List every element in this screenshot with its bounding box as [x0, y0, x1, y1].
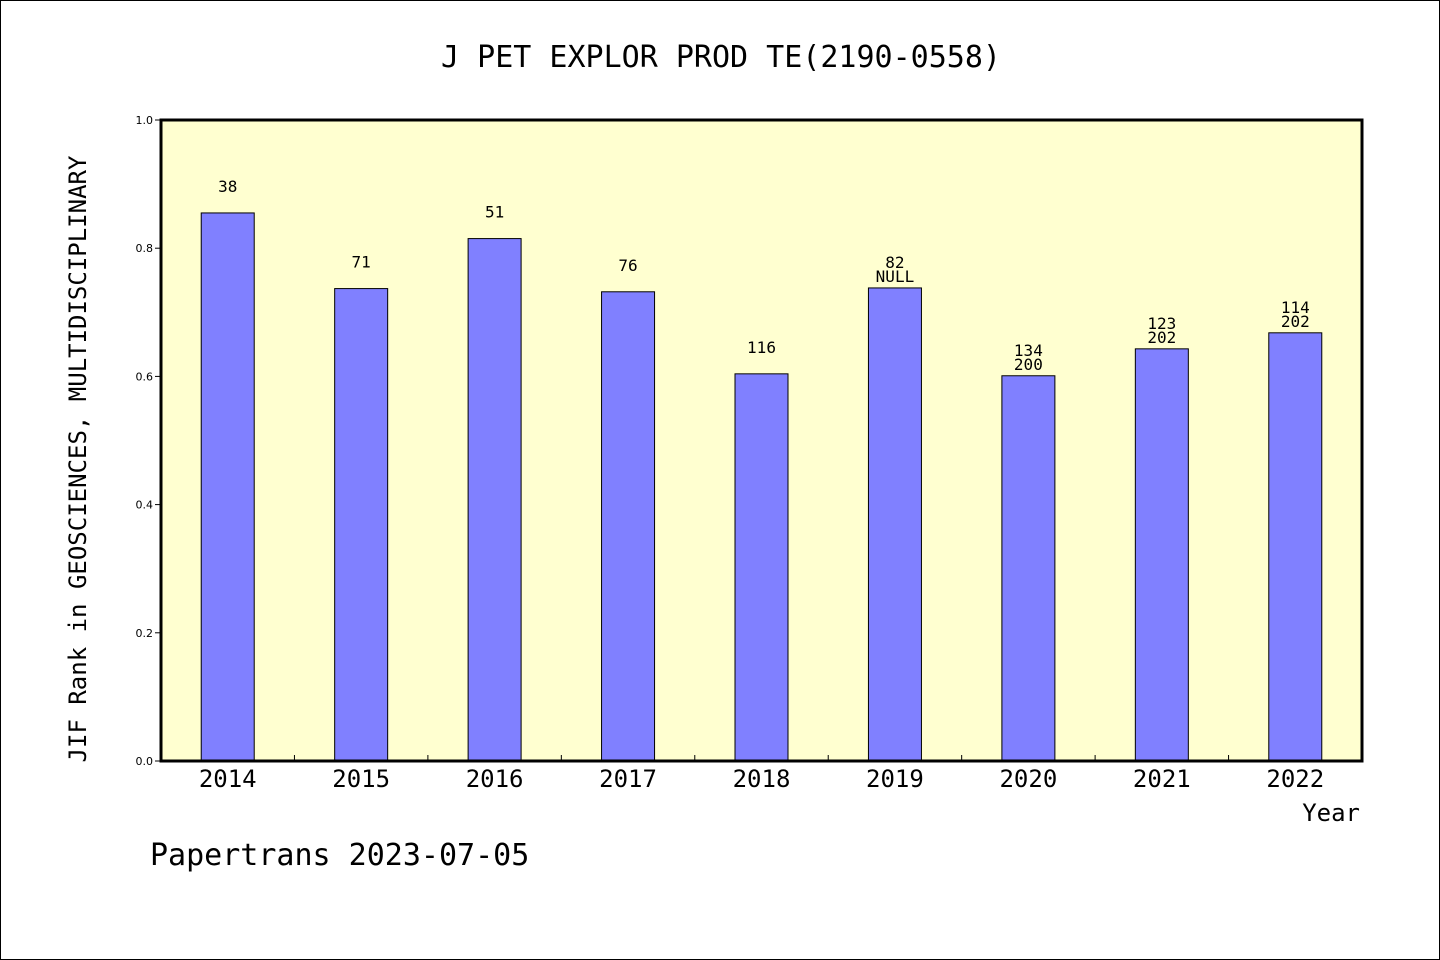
bars [200, 212, 1323, 762]
bar-value-label: 200 [1014, 355, 1043, 374]
y-tick-label: 0.6 [136, 370, 154, 383]
x-axis-title: Year [1302, 799, 1360, 827]
x-tick-label: 2019 [866, 765, 924, 793]
bar-value-label: 82 [885, 253, 904, 272]
footer-source: Papertrans 2023-07-05 [150, 838, 529, 873]
bar-2017 [601, 291, 656, 762]
chart-title: J PET EXPLOR PROD TE(2190-0558) [441, 40, 1001, 75]
y-tick-label: 1.0 [136, 114, 154, 127]
bar-value-label: 38 [218, 177, 237, 196]
y-tick-label: 0.8 [136, 242, 154, 255]
y-tick-label: 0.2 [136, 627, 154, 640]
x-tick-label: 2020 [999, 765, 1057, 793]
bar-value-label: 123 [1147, 314, 1176, 333]
bar-2015 [334, 288, 389, 762]
bar-2018 [734, 373, 789, 762]
bar-2019 [867, 287, 922, 762]
bar-value-label: 116 [747, 338, 776, 357]
bar-value-label: 202 [1147, 328, 1176, 347]
bar-value-label: NULL [876, 267, 915, 286]
x-tick-label: 2014 [199, 765, 257, 793]
y-tick-label: 0.4 [136, 499, 154, 512]
y-tick-labels: 0.0 0.2 0.4 0.6 0.8 1.0 [136, 114, 154, 768]
y-axis-title: JIF Rank in GEOSCIENCES, MULTIDISCIPLINA… [64, 155, 92, 762]
y-tick-label: 0.0 [136, 755, 154, 768]
x-tick-label: 2017 [599, 765, 657, 793]
x-tick-label: 2016 [466, 765, 524, 793]
bar-value-label: 114 [1281, 298, 1310, 317]
bar-2020 [1001, 375, 1056, 762]
bar-value-label: 71 [352, 253, 371, 272]
bar-value-label: 202 [1281, 312, 1310, 331]
x-tick-label: 2022 [1266, 765, 1324, 793]
bar-value-label: 51 [485, 203, 504, 222]
plot-border [159, 118, 1364, 763]
bar-value-label: 76 [618, 256, 637, 275]
bar-2021 [1134, 348, 1189, 762]
bar-2022 [1268, 332, 1323, 762]
bar-value-label: 134 [1014, 341, 1043, 360]
x-tick-label: 2018 [733, 765, 791, 793]
x-tick-labels: 2014 2015 2016 2017 2018 2019 2020 2021 2022 [199, 765, 1324, 793]
bar-2014 [200, 212, 255, 762]
x-tick-label: 2021 [1133, 765, 1191, 793]
x-tick-label: 2015 [332, 765, 390, 793]
bar-2016 [467, 238, 522, 762]
